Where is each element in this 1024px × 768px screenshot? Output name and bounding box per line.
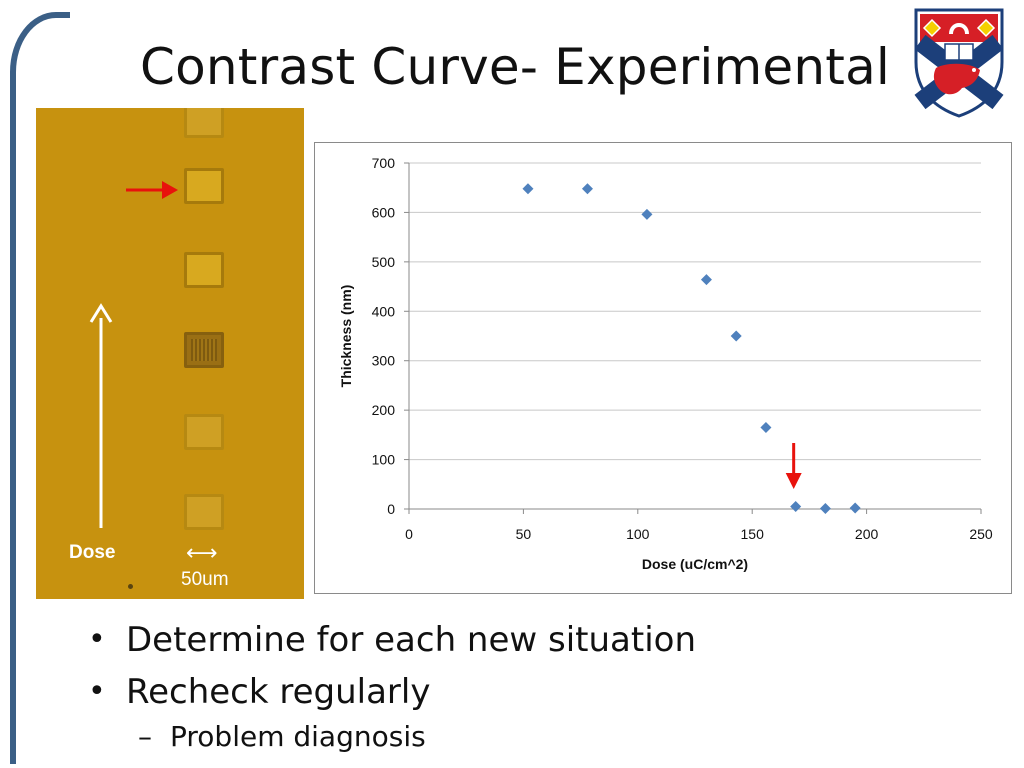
data-point [730, 330, 742, 342]
left-accent-bracket [10, 12, 70, 764]
micrograph-arrows [89, 181, 178, 528]
scale-bar-label: 50um [181, 569, 229, 590]
x-tick-label: 150 [741, 526, 765, 542]
x-tick-label: 100 [626, 526, 650, 542]
data-point [760, 421, 772, 433]
bullet-text: Recheck regularly [126, 672, 431, 712]
slide-title: Contrast Curve- Experimental [140, 38, 891, 96]
dose-label: Dose [69, 542, 116, 563]
dust-speck [128, 584, 133, 589]
chart-plot: 0 100 200 300 400 500 600 700 0 50 100 150 200 250 Dos… [338, 155, 993, 572]
data-point [522, 183, 534, 195]
bullet-item: • Recheck regularly [86, 668, 696, 720]
dose-direction-arrowhead [89, 303, 113, 323]
y-tick-label: 400 [372, 303, 396, 319]
data-point [641, 208, 653, 220]
data-point [700, 274, 712, 286]
bullet-list: • Determine for each new situation • Rec… [86, 616, 696, 754]
x-tick-label: 250 [969, 526, 993, 542]
y-axis-label: Thickness (nm) [338, 285, 354, 388]
bullet-item: • Determine for each new situation [86, 616, 696, 668]
data-point [581, 183, 593, 195]
y-tick-label: 0 [387, 501, 395, 517]
exposure-square [184, 414, 224, 450]
bullet-text: Determine for each new situation [126, 620, 697, 660]
x-tick-label: 50 [516, 526, 532, 542]
contrast-curve-chart: 0 100 200 300 400 500 600 700 0 50 100 150 200 250 Dos… [314, 142, 1012, 594]
red-pointer-arrowhead [162, 181, 178, 199]
exposure-square [184, 168, 224, 204]
bullet-dot: • [88, 674, 106, 709]
scale-arrow-icon: ⟷ [186, 540, 218, 565]
y-tick-label: 600 [372, 204, 396, 220]
sub-bullet-dash: – [138, 720, 152, 753]
y-tick-label: 700 [372, 155, 396, 171]
y-tick-label: 200 [372, 402, 396, 418]
university-crest-icon [914, 8, 1004, 118]
x-axis-label: Dose (uC/cm^2) [642, 556, 748, 572]
data-point [849, 502, 861, 514]
x-tick-label: 0 [405, 526, 413, 542]
red-annotation-arrowhead [785, 473, 802, 489]
exposure-square [184, 332, 224, 368]
sem-micrograph: Dose ⟷ 50um [36, 108, 304, 599]
exposure-square [184, 252, 224, 288]
data-point [790, 501, 802, 513]
sub-bullet-item: – Problem diagnosis [86, 720, 696, 754]
bullet-dot: • [88, 622, 106, 657]
y-tick-label: 500 [372, 254, 396, 270]
sub-bullet-text: Problem diagnosis [170, 720, 426, 753]
exposure-square [184, 494, 224, 530]
data-point [819, 503, 831, 515]
y-tick-label: 100 [372, 452, 396, 468]
y-tick-label: 300 [372, 353, 396, 369]
x-tick-label: 200 [855, 526, 879, 542]
exposure-square [184, 108, 224, 138]
